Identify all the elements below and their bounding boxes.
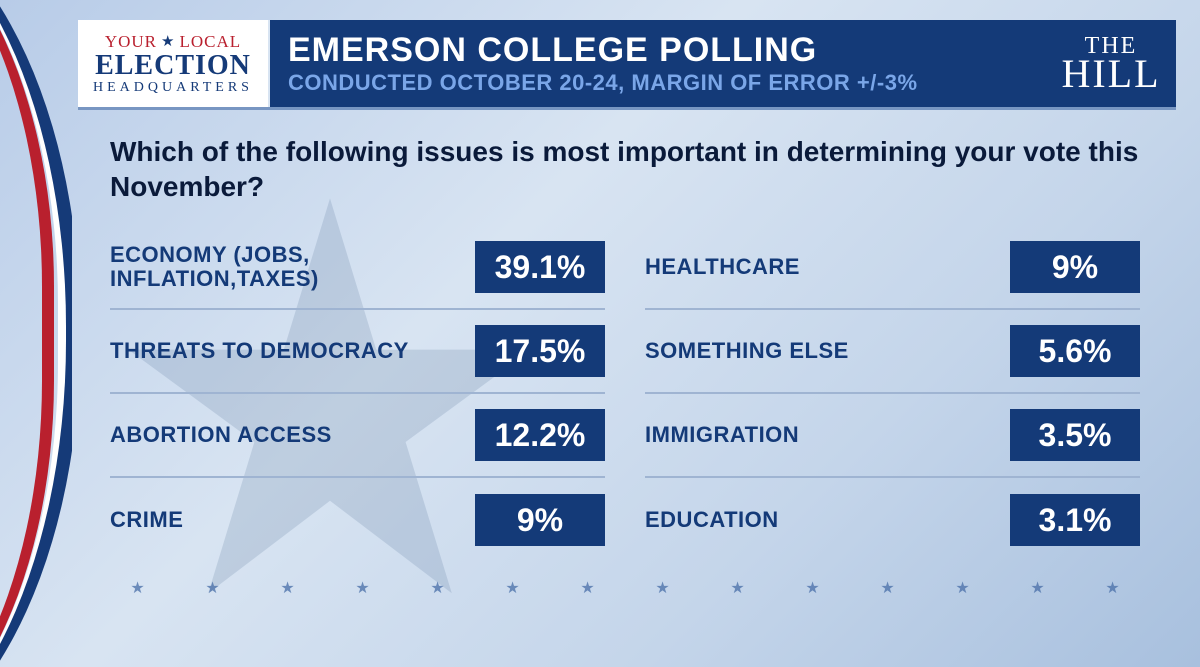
badge-election: ELECTION: [95, 52, 251, 80]
issue-label: HEALTHCARE: [645, 255, 1010, 279]
badge-hq: HEADQUARTERS: [93, 80, 253, 96]
issue-percent: 17.5%: [475, 325, 605, 377]
result-row: HEALTHCARE 9%: [645, 226, 1140, 310]
issue-percent: 39.1%: [475, 241, 605, 293]
result-row: THREATS TO DEMOCRACY 17.5%: [110, 310, 605, 394]
badge-your: YOUR: [105, 32, 157, 52]
star-divider: ★★★★★★ ★★★★★★ ★★: [100, 578, 1150, 598]
logo-hill: HILL: [1061, 57, 1160, 91]
issue-percent: 3.1%: [1010, 494, 1140, 546]
issue-label: SOMETHING ELSE: [645, 339, 1010, 363]
issue-label: CRIME: [110, 508, 475, 532]
election-badge: YOUR ★ LOCAL ELECTION HEADQUARTERS: [78, 20, 270, 107]
the-hill-logo: THE HILL: [1046, 20, 1176, 107]
left-curve-decoration: [0, 0, 72, 667]
result-row: ABORTION ACCESS 12.2%: [110, 394, 605, 478]
poll-subtitle: CONDUCTED OCTOBER 20-24, MARGIN OF ERROR…: [288, 70, 1046, 96]
result-row: ECONOMY (JOBS, INFLATION,TAXES) 39.1%: [110, 226, 605, 310]
issue-label: IMMIGRATION: [645, 423, 1010, 447]
badge-local: LOCAL: [179, 32, 241, 52]
result-row: IMMIGRATION 3.5%: [645, 394, 1140, 478]
issue-percent: 5.6%: [1010, 325, 1140, 377]
star-icon: ★: [161, 32, 175, 51]
results-grid: ECONOMY (JOBS, INFLATION,TAXES) 39.1% HE…: [110, 226, 1140, 562]
result-row: SOMETHING ELSE 5.6%: [645, 310, 1140, 394]
issue-percent: 12.2%: [475, 409, 605, 461]
issue-percent: 9%: [1010, 241, 1140, 293]
result-row: CRIME 9%: [110, 478, 605, 562]
issue-percent: 9%: [475, 494, 605, 546]
issue-label: THREATS TO DEMOCRACY: [110, 339, 475, 363]
issue-percent: 3.5%: [1010, 409, 1140, 461]
poll-question: Which of the following issues is most im…: [110, 134, 1140, 204]
issue-label: ECONOMY (JOBS, INFLATION,TAXES): [110, 243, 475, 291]
header-bar: YOUR ★ LOCAL ELECTION HEADQUARTERS EMERS…: [78, 20, 1176, 110]
title-block: EMERSON COLLEGE POLLING CONDUCTED OCTOBE…: [270, 20, 1046, 107]
poll-title: EMERSON COLLEGE POLLING: [288, 31, 1046, 70]
issue-label: ABORTION ACCESS: [110, 423, 475, 447]
issue-label: EDUCATION: [645, 508, 1010, 532]
result-row: EDUCATION 3.1%: [645, 478, 1140, 562]
